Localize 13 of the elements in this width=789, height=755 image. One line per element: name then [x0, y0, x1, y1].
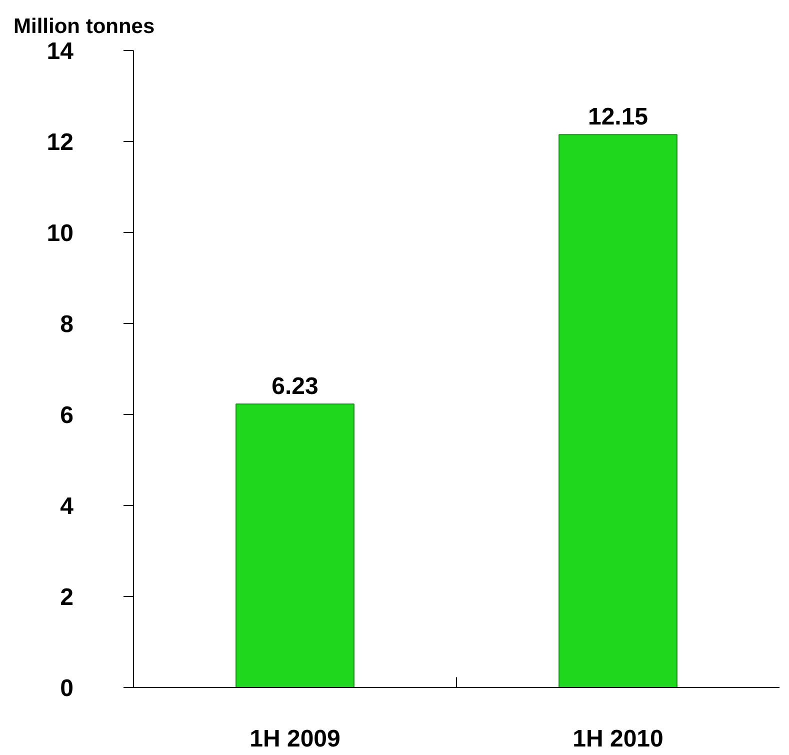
x-tick-label: 1H 2010 — [572, 726, 664, 752]
y-tick-label: 4 — [60, 493, 74, 520]
y-tick-label: 0 — [60, 675, 74, 702]
y-axis-title: Million tonnes — [14, 15, 155, 38]
y-tick-label: 6 — [60, 402, 74, 429]
y-tick-label: 8 — [60, 311, 74, 338]
y-tick-label: 12 — [46, 129, 74, 156]
data-label: 12.15 — [588, 104, 648, 131]
data-label: 6.23 — [272, 373, 318, 400]
y-tick-label: 14 — [46, 38, 74, 65]
y-tick-label: 2 — [60, 584, 74, 611]
x-tick-label: 1H 2009 — [250, 726, 340, 752]
y-tick-label: 10 — [46, 220, 74, 247]
